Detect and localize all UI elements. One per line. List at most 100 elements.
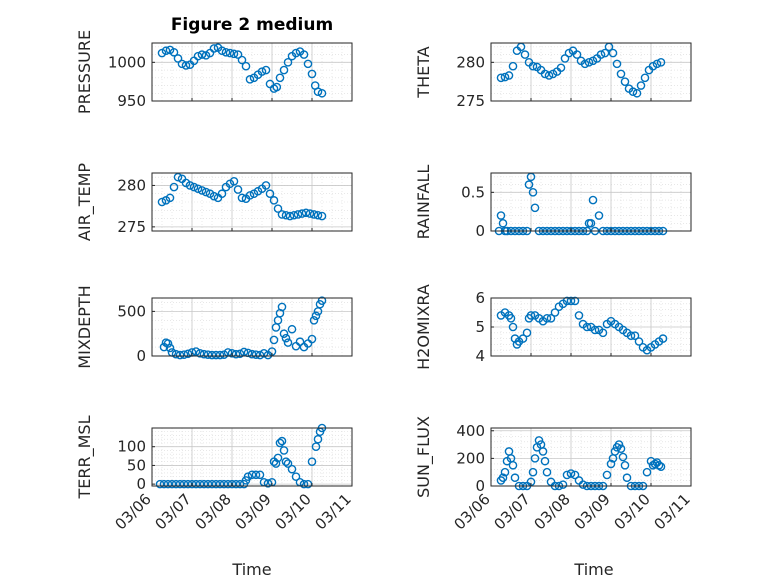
x-tick-label: 03/07: [491, 490, 534, 533]
data-point: [247, 470, 257, 480]
data-point: [291, 472, 301, 481]
y-axis-label: PRESSURE: [75, 30, 94, 114]
data-point: [309, 210, 319, 219]
subplot-2: 275 280 THETA: [414, 42, 692, 110]
data-point: [620, 77, 630, 86]
data-point: [273, 453, 283, 463]
data-point: [538, 447, 548, 456]
data-point: [275, 73, 285, 83]
subplot-8: 0 200 400 SUN_FLUX 03/0603/0703/0803/0903/10…: [414, 416, 694, 533]
data-point: [522, 328, 532, 338]
data-point: [600, 48, 610, 58]
data-point: [255, 350, 265, 360]
data-point: [279, 329, 289, 338]
data-point: [283, 459, 293, 468]
data-point: [642, 467, 652, 477]
data-point: [634, 337, 644, 346]
data-point: [295, 337, 305, 347]
data-point: [528, 467, 538, 477]
subplot-4: 0 0.5 RAINFALL: [414, 165, 692, 240]
data-point: [261, 65, 271, 75]
data-point: [602, 470, 612, 480]
data-point: [171, 479, 181, 489]
y-axis-label: THETA: [414, 46, 433, 98]
data-point: [173, 54, 183, 63]
data-point: [570, 296, 580, 306]
subplot-6: 4 5 6 H2OMIXRA: [414, 284, 692, 370]
data-point: [279, 65, 289, 75]
data-point: [227, 479, 237, 489]
y-tick-label: 280: [117, 176, 146, 194]
data-point: [235, 479, 245, 489]
data-point: [626, 331, 636, 341]
data-point: [291, 48, 301, 58]
data-point: [498, 473, 508, 483]
axes-box: [490, 172, 692, 232]
y-tick-label: 0: [136, 347, 146, 365]
y-tick-label: 0.5: [461, 183, 485, 201]
data-point: [616, 444, 626, 454]
data-point: [566, 469, 576, 478]
data-point: [658, 334, 668, 343]
data-point: [245, 191, 255, 200]
data-point: [570, 470, 580, 480]
data-point: [169, 182, 179, 192]
data-point: [201, 187, 211, 197]
data-point: [508, 460, 518, 470]
data-point: [209, 191, 219, 201]
data-point: [598, 328, 608, 338]
y-tick-label: 100: [117, 438, 146, 456]
data-point: [544, 71, 554, 80]
data-point: [199, 349, 209, 359]
y-tick-label: 50: [127, 456, 146, 474]
data-point: [193, 51, 203, 61]
data-point: [530, 203, 540, 213]
data-point: [614, 440, 624, 449]
data-point: [272, 82, 282, 92]
data-point: [165, 193, 175, 203]
data-point: [622, 473, 632, 483]
data-point: [313, 434, 323, 444]
y-tick-label: 5: [475, 318, 485, 336]
axes-box: [151, 427, 353, 487]
y-tick-label: 6: [475, 289, 485, 307]
data-point: [185, 181, 195, 190]
data-point: [584, 58, 594, 67]
data-point: [211, 479, 221, 489]
data-point: [546, 313, 556, 323]
y-tick-label: 280: [456, 53, 485, 71]
data-point: [251, 470, 261, 480]
x-tick-label: 03/09: [571, 490, 614, 533]
data-point: [159, 479, 169, 489]
data-point: [189, 182, 199, 192]
data-point: [283, 338, 293, 347]
data-point: [197, 50, 207, 59]
data-point: [277, 302, 287, 312]
data-point: [608, 48, 618, 58]
data-point: [630, 331, 640, 341]
data-point: [237, 193, 247, 203]
data-point: [498, 218, 508, 228]
data-point: [281, 457, 291, 466]
data-point: [301, 208, 311, 218]
x-tick-label: 03/10: [611, 490, 654, 533]
x-tick-label: 03/09: [232, 490, 275, 533]
y-tick-label: 200: [456, 449, 485, 467]
data-point: [640, 73, 650, 83]
data-point: [632, 88, 642, 98]
data-point: [277, 436, 287, 446]
data-point: [203, 479, 213, 489]
data-point: [652, 59, 662, 69]
data-point: [233, 185, 243, 194]
data-point: [654, 460, 664, 470]
data-point: [287, 464, 297, 474]
data-point: [203, 350, 213, 359]
data-point: [281, 210, 291, 220]
data-point: [269, 335, 279, 345]
data-point: [215, 479, 225, 489]
data-point: [578, 480, 588, 489]
data-point: [518, 334, 528, 343]
data-point: [307, 457, 317, 466]
